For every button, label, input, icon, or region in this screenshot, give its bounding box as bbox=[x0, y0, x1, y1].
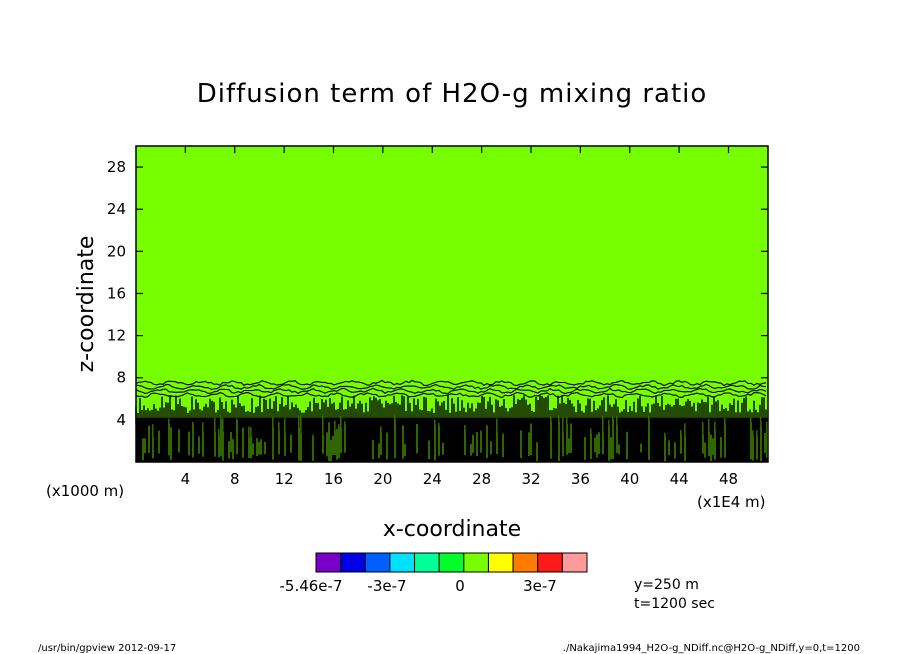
contour-line bbox=[135, 379, 767, 387]
colorbar-labels: -5.46e-7 -3e-7 0 3e-7 bbox=[280, 577, 557, 595]
x-tick-label: 48 bbox=[719, 470, 738, 488]
colorbar-label: 3e-7 bbox=[523, 577, 557, 595]
x-tick-label: 4 bbox=[181, 470, 191, 488]
x-axis-label: x-coordinate bbox=[383, 517, 521, 542]
contour-line bbox=[135, 387, 767, 395]
colorbar-swatch bbox=[389, 552, 416, 573]
colorbar-swatch bbox=[463, 552, 489, 573]
colorbar-swatch bbox=[315, 552, 342, 573]
x-tick-label: 36 bbox=[571, 470, 590, 488]
colorbar-label: 0 bbox=[455, 577, 465, 595]
x-tick-label: 8 bbox=[230, 470, 240, 488]
x-tick-label: 28 bbox=[472, 470, 491, 488]
plot-frame bbox=[135, 145, 769, 463]
x-tick-label: 16 bbox=[324, 470, 343, 488]
annotation-y: y=250 m bbox=[634, 577, 699, 593]
contour-noise-layer bbox=[135, 395, 768, 462]
colorbar-swatch bbox=[537, 552, 563, 573]
colorbar-swatch bbox=[414, 552, 440, 573]
contour-line bbox=[135, 391, 767, 399]
colorbar-label: -3e-7 bbox=[367, 577, 406, 595]
y-axis-label: z-coordinate bbox=[74, 236, 99, 373]
x-tick-label: 20 bbox=[373, 470, 392, 488]
y-tick-label: 24 bbox=[107, 200, 126, 218]
chart-title: Diffusion term of H2O-g mixing ratio bbox=[197, 79, 708, 109]
contour-line bbox=[135, 383, 767, 390]
contour-lines bbox=[135, 379, 767, 399]
colorbar bbox=[315, 552, 588, 573]
y-tick-label: 12 bbox=[107, 327, 126, 345]
x-tick-label: 24 bbox=[423, 470, 442, 488]
x-tick-label: 44 bbox=[670, 470, 689, 488]
y-tick-label: 20 bbox=[107, 242, 126, 260]
colorbar-swatch bbox=[487, 552, 514, 573]
y-tick-label: 8 bbox=[116, 369, 126, 387]
x-axis-ticks: 4 8 12 16 20 24 28 32 36 40 44 48 bbox=[181, 146, 738, 488]
y-tick-label: 28 bbox=[107, 158, 126, 176]
annotation-t: t=1200 sec bbox=[634, 596, 715, 612]
y-tick-label: 4 bbox=[116, 411, 126, 429]
colorbar-swatch bbox=[364, 552, 391, 573]
x-tick-label: 32 bbox=[521, 470, 540, 488]
x-unit-left: (x1000 m) bbox=[46, 482, 124, 500]
colorbar-swatch bbox=[340, 552, 366, 573]
colorbar-swatch bbox=[512, 552, 539, 573]
y-tick-label: 16 bbox=[107, 284, 126, 302]
colorbar-swatch bbox=[438, 552, 465, 573]
x-tick-label: 40 bbox=[620, 470, 639, 488]
footer-left: /usr/bin/gpview 2012-09-17 bbox=[38, 643, 176, 654]
colorbar-label: -5.46e-7 bbox=[280, 577, 343, 595]
footer-right: ./Nakajima1994_H2O-g_NDiff.nc@H2O-g_NDif… bbox=[563, 643, 860, 654]
x-unit-right: (x1E4 m) bbox=[697, 493, 766, 511]
x-tick-label: 12 bbox=[275, 470, 294, 488]
y-axis-ticks: 4 8 12 16 20 24 28 bbox=[107, 158, 768, 429]
colorbar-swatch bbox=[561, 552, 588, 573]
